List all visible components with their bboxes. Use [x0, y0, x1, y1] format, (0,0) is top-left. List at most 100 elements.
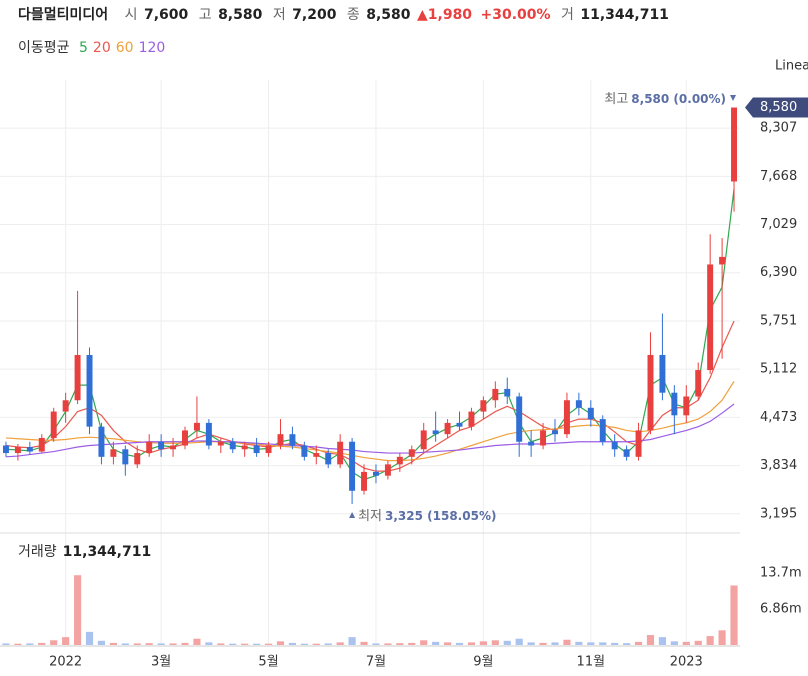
volume-bar: [623, 643, 631, 645]
candle-body: [38, 437, 45, 452]
volume-title-value: 11,344,711: [63, 544, 152, 560]
stock-name: 다믈멀티미디어: [18, 6, 108, 23]
volume-bar: [85, 631, 94, 645]
volume-bar: [312, 643, 320, 645]
candle-body: [408, 449, 415, 457]
volume-bar: [14, 643, 22, 645]
volume-bar: [408, 642, 416, 645]
candle-body: [599, 419, 606, 442]
volume-bar: [145, 643, 153, 645]
volume-bar: [670, 641, 678, 645]
candle-body: [182, 430, 188, 446]
y-tick-label: 4,473: [760, 410, 797, 425]
volume-bar: [348, 637, 356, 645]
candle-body: [659, 354, 666, 393]
low-annotation: 최저 3,325 (158.05%): [358, 509, 496, 524]
x-tick-label: 9월: [473, 655, 493, 670]
volume-bar: [611, 642, 619, 645]
candle-body: [158, 441, 165, 450]
stat-value: 8,580: [218, 7, 263, 23]
volume-bar: [300, 643, 308, 645]
candle-body: [384, 464, 391, 476]
annotation-value: 3,325 (158.05%): [385, 509, 496, 523]
stat-label: 고: [199, 7, 212, 23]
volume-bar: [467, 642, 476, 645]
candle-body: [62, 400, 69, 412]
legend-entry: 60: [116, 40, 134, 56]
legend-entry: 5: [79, 40, 88, 56]
candle-body: [98, 426, 105, 457]
candle-body: [707, 264, 714, 371]
high-annotation: 최고 8,580 (0.00%): [604, 92, 726, 107]
volume-bar: [599, 642, 607, 645]
candle-body: [695, 370, 702, 397]
y-tick-label: 5,112: [760, 362, 797, 377]
annotation-value: 8,580 (0.00%): [631, 92, 726, 106]
x-tick-label: 11월: [577, 655, 606, 670]
candle-body: [671, 392, 678, 416]
candle-body: [504, 388, 511, 397]
candle-body: [193, 422, 200, 431]
stat-label: 저: [273, 7, 286, 23]
candle-body: [337, 441, 344, 465]
candle-body: [683, 396, 690, 416]
volume-bar: [587, 642, 595, 645]
candle-body: [444, 422, 451, 435]
volume-bar: [324, 643, 332, 645]
volume-bar: [205, 642, 213, 645]
ma-line: [5, 188, 735, 481]
annotation-label: 최저: [358, 509, 382, 524]
candle-body: [456, 422, 463, 427]
candle-body: [372, 471, 379, 476]
volume-bar: [181, 642, 189, 645]
scale-mode[interactable]: Linea: [775, 59, 808, 74]
candle-body: [277, 434, 284, 446]
volume-bar: [121, 643, 129, 645]
candle-body: [14, 447, 21, 454]
volume-bar: [169, 643, 177, 645]
candle-body: [170, 445, 177, 450]
volume-bar: [491, 640, 499, 645]
candle-body: [420, 430, 427, 450]
candle-body: [361, 471, 368, 491]
stat-value: 7,600: [144, 7, 189, 23]
volume-bar: [444, 642, 452, 645]
candle-body: [396, 456, 403, 465]
volume-bar: [157, 643, 165, 645]
y2-tick-label: 13.7m: [760, 566, 802, 581]
legend-entry: 20: [93, 40, 111, 56]
volume-bar: [730, 585, 738, 645]
stat-label: 거: [561, 7, 574, 23]
x-tick-label: 2023: [670, 655, 703, 670]
volume-bar: [217, 643, 225, 645]
candle-body: [719, 256, 726, 265]
volume-bar: [109, 642, 117, 645]
volume-bar: [50, 640, 58, 645]
volume-bar: [682, 641, 690, 645]
volume-title: 거래량 11,344,711: [18, 544, 151, 560]
candle-body: [50, 411, 57, 438]
candle-body: [647, 354, 654, 431]
candle-body: [313, 453, 320, 457]
volume-bar: [646, 635, 655, 645]
y-tick-label: 7,029: [760, 217, 797, 232]
change-pct: +30.00%: [481, 7, 551, 23]
candle-body: [468, 411, 475, 427]
y-tick-label: 6,390: [760, 265, 797, 280]
candle-body: [563, 400, 570, 435]
volume-title-label: 거래량: [18, 544, 57, 560]
candle-body: [587, 407, 594, 420]
candle-body: [122, 449, 129, 465]
volume-bar: [432, 641, 440, 645]
low-marker: [349, 512, 356, 518]
candle-body: [217, 441, 224, 446]
volume-bar: [420, 640, 428, 645]
volume-bar: [229, 643, 237, 645]
x-tick-label: 7월: [366, 655, 386, 670]
volume-bar: [658, 637, 666, 645]
volume-bar: [455, 642, 464, 645]
candle-body: [623, 449, 630, 457]
y2-tick-label: 6.86m: [760, 601, 802, 616]
volume-bar: [634, 641, 643, 645]
volume-bar: [97, 640, 106, 645]
